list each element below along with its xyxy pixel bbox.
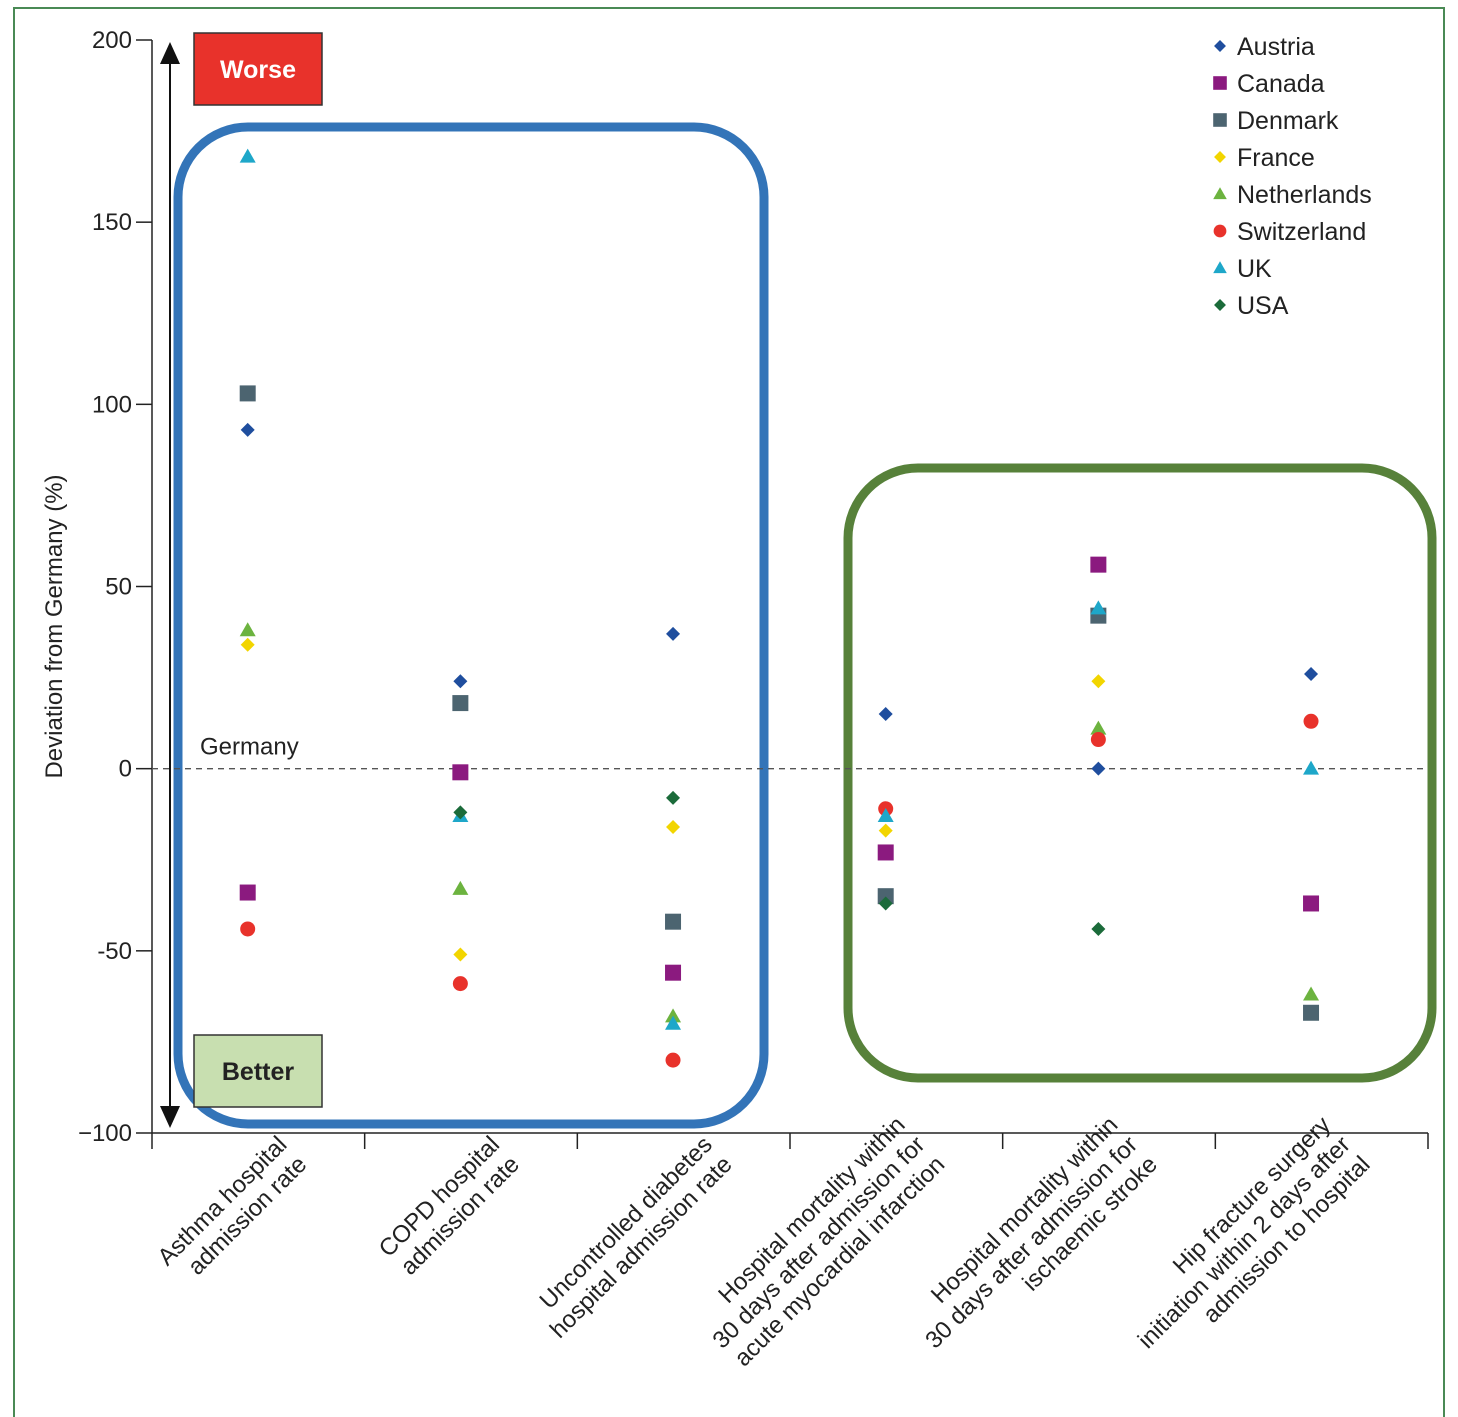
point-austria (1091, 761, 1106, 776)
point-france (1091, 674, 1106, 689)
point-canada (665, 964, 682, 981)
legend-label-denmark: Denmark (1237, 107, 1339, 135)
arrow-up-head (160, 42, 180, 64)
category-label: Asthma hospitaladmission rate (153, 1131, 313, 1291)
legend-label-switzerland: Switzerland (1237, 218, 1366, 246)
legend-label-canada: Canada (1237, 70, 1325, 98)
legend-label-netherlands: Netherlands (1237, 181, 1372, 209)
worse-box (193, 32, 323, 106)
legend-marker-usa (1214, 299, 1226, 311)
highlight-box-2 (843, 463, 1437, 1083)
point-austria (240, 422, 255, 437)
point-austria (666, 626, 681, 641)
point-canada (239, 884, 256, 901)
category-label: COPD hospitaladmission rate (374, 1131, 525, 1282)
point-france (878, 823, 893, 838)
y-tick-label: 200 (92, 27, 132, 54)
category-label: Hospital mortality within30 days after a… (688, 1111, 950, 1373)
point-usa (453, 805, 468, 820)
better-box (193, 1034, 323, 1108)
point-switzerland (1303, 713, 1319, 729)
legend-marker-uk (1213, 261, 1227, 274)
point-uk (1090, 600, 1107, 615)
point-switzerland (1090, 732, 1106, 748)
point-uk (877, 808, 894, 823)
legend-marker-france (1214, 151, 1226, 163)
figure-frame (13, 7, 1445, 1417)
point-netherlands (1303, 986, 1320, 1001)
category-label: Uncontrolled diabeteshospital admission … (525, 1131, 737, 1343)
better-label: Better (222, 1058, 295, 1086)
point-switzerland (452, 976, 468, 992)
y-tick-label: −100 (78, 1120, 132, 1147)
worse-label: Worse (220, 56, 296, 84)
legend-label-austria: Austria (1237, 33, 1315, 61)
legend-item-switzerland: Switzerland (1213, 218, 1366, 246)
highlight-box-1 (173, 122, 769, 1129)
point-netherlands (665, 1008, 682, 1023)
point-usa (1091, 921, 1106, 936)
legend-item-netherlands: Netherlands (1213, 181, 1372, 209)
point-netherlands (239, 622, 256, 637)
point-france (666, 819, 681, 834)
point-austria (453, 674, 468, 689)
legend-label-uk: UK (1237, 255, 1272, 283)
point-usa (666, 790, 681, 805)
category-label: Hospital mortality within30 days after a… (900, 1111, 1162, 1373)
legend-item-france: France (1214, 144, 1315, 172)
legend-label-france: France (1237, 144, 1315, 172)
legend-item-usa: USA (1214, 292, 1289, 320)
point-switzerland (240, 921, 256, 937)
arrow-down-head (160, 1106, 180, 1128)
legend-label-usa: USA (1237, 292, 1289, 320)
y-tick-label: 0 (119, 756, 132, 783)
point-switzerland (665, 1052, 681, 1068)
legend-marker-switzerland (1213, 224, 1227, 238)
y-tick-label: -50 (97, 938, 132, 965)
legend-item-austria: Austria (1214, 33, 1315, 61)
point-france (453, 947, 468, 962)
legend-marker-canada (1213, 76, 1227, 90)
y-axis-title: Deviation from Germany (%) (41, 474, 68, 778)
y-tick-label: 50 (105, 574, 132, 601)
point-canada (1303, 895, 1320, 912)
legend-item-canada: Canada (1213, 70, 1325, 98)
point-uk (665, 1015, 682, 1030)
point-uk (1303, 760, 1320, 775)
point-denmark (665, 913, 682, 930)
point-usa (878, 896, 893, 911)
point-france (240, 637, 255, 652)
point-denmark (1303, 1004, 1320, 1021)
point-canada (452, 764, 469, 781)
legend-item-denmark: Denmark (1213, 107, 1339, 135)
point-austria (1304, 666, 1319, 681)
point-austria (878, 707, 893, 722)
legend-marker-netherlands (1213, 187, 1227, 200)
legend-marker-denmark (1213, 113, 1227, 127)
y-tick-label: 150 (92, 209, 132, 236)
point-canada (877, 844, 894, 861)
legend-item-uk: UK (1213, 255, 1272, 283)
y-tick-label: 100 (92, 391, 132, 418)
point-netherlands (452, 880, 469, 895)
point-netherlands (1090, 720, 1107, 735)
legend-marker-austria (1214, 40, 1226, 52)
point-canada (1090, 556, 1107, 573)
point-denmark (452, 695, 469, 712)
point-denmark (239, 385, 256, 402)
point-uk (239, 148, 256, 163)
point-denmark (877, 888, 894, 905)
reference-line-label: Germany (200, 734, 299, 761)
category-label: Hip fracture surgeryinitiation within 2 … (1113, 1111, 1375, 1373)
